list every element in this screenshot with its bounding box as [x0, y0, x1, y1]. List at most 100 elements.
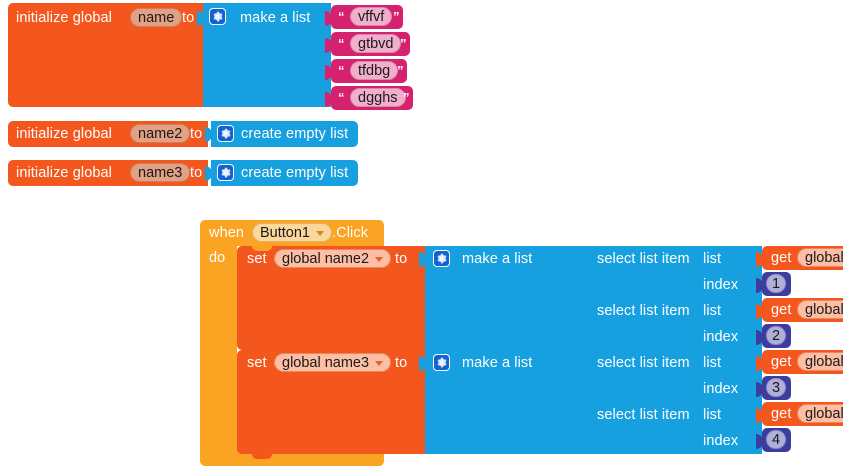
list-value-socket — [756, 252, 763, 267]
statement-set-global-name3[interactable]: set global name3 to make a list select l… — [237, 350, 843, 454]
make-a-list-label: make a list — [462, 355, 533, 371]
global-variable-name-field[interactable]: name2 — [130, 124, 191, 143]
block-initialize-global-name[interactable]: initialize global name to make a list “ … — [8, 3, 413, 110]
variable-get-block[interactable]: get global name — [762, 298, 843, 322]
math-number-block[interactable]: 1 — [762, 272, 791, 296]
list-value-socket — [756, 304, 763, 319]
index-socket-label: index — [703, 381, 739, 397]
select-list-item-label: select list item — [597, 407, 690, 423]
block-initialize-global-name2[interactable]: initialize global name2 to create empty … — [8, 121, 358, 147]
initialize-global-label: initialize global — [16, 126, 113, 142]
make-a-list-block[interactable] — [425, 350, 587, 454]
list-item-socket — [581, 304, 588, 319]
math-number-value: 2 — [772, 327, 781, 344]
chevron-down-icon[interactable] — [375, 257, 384, 262]
get-label: get — [771, 250, 792, 266]
do-label: do — [209, 250, 226, 266]
gear-icon[interactable] — [217, 164, 234, 181]
initialize-global-label: initialize global — [16, 10, 113, 26]
index-socket-label: index — [703, 277, 739, 293]
make-a-list-block[interactable] — [425, 246, 587, 350]
to-label: to — [182, 10, 195, 26]
statement-notch — [252, 246, 272, 251]
global-variable-name-field[interactable]: name — [130, 8, 183, 27]
close-quote: ” — [400, 36, 407, 51]
list-item-socket — [325, 38, 332, 53]
gear-icon[interactable] — [217, 125, 234, 142]
list-socket-label: list — [703, 303, 722, 319]
math-number-field[interactable]: 1 — [766, 274, 787, 293]
math-number-block[interactable]: 3 — [762, 376, 791, 400]
text-string-field[interactable]: gtbvd — [350, 34, 402, 53]
text-string-block[interactable]: “ tfdbg ” — [331, 59, 407, 83]
block-initialize-global-name3[interactable]: initialize global name3 to create empty … — [8, 160, 358, 186]
select-list-item-label: select list item — [597, 251, 690, 267]
select-list-item-body[interactable] — [587, 298, 762, 350]
set-variable-dropdown[interactable]: global name3 — [274, 353, 392, 372]
create-empty-list-block[interactable] — [211, 121, 358, 147]
get-variable-dropdown[interactable]: global name — [797, 248, 843, 267]
event-name-label: .Click — [332, 225, 369, 241]
select-list-item-body[interactable] — [587, 402, 762, 454]
math-number-field[interactable]: 4 — [766, 430, 787, 449]
select-list-item-label: select list item — [597, 355, 690, 371]
text-string-field[interactable]: tfdbg — [350, 61, 399, 80]
close-quote: ” — [393, 9, 400, 24]
chevron-down-icon[interactable] — [316, 231, 324, 236]
math-number-field[interactable]: 2 — [766, 326, 787, 345]
select-list-item-block[interactable]: select list item list index get global n… — [587, 402, 843, 454]
text-string-block[interactable]: “ dgghs ” — [331, 86, 413, 110]
index-socket-label: index — [703, 329, 739, 345]
select-list-item-block[interactable]: select list item list index get global n… — [587, 298, 843, 350]
value-socket — [205, 166, 212, 181]
set-label: set — [247, 355, 267, 371]
math-number-field[interactable]: 3 — [766, 378, 787, 397]
select-list-item-block[interactable]: select list item list index get global n… — [587, 246, 843, 298]
index-value-socket — [756, 278, 763, 293]
component-dropdown[interactable]: Button1 — [252, 223, 332, 242]
select-list-item-body[interactable] — [587, 246, 762, 298]
statement-set-global-name2[interactable]: set global name2 to make a list select l… — [237, 246, 843, 350]
get-variable-name: global name — [805, 405, 843, 422]
get-label: get — [771, 354, 792, 370]
math-number-block[interactable]: 4 — [762, 428, 791, 452]
get-variable-dropdown[interactable]: global name — [797, 404, 843, 423]
math-number-value: 3 — [772, 379, 781, 396]
select-list-item-body[interactable] — [587, 350, 762, 402]
text-string-block[interactable]: “ gtbvd ” — [331, 32, 410, 56]
text-string-block[interactable]: “ vffvf ” — [331, 5, 403, 29]
close-quote: ” — [397, 63, 404, 78]
when-label: when — [209, 225, 245, 241]
open-quote: “ — [338, 63, 345, 78]
variable-get-block[interactable]: get global name — [762, 246, 843, 270]
variable-get-block[interactable]: get global name — [762, 402, 843, 426]
chevron-down-icon[interactable] — [375, 361, 384, 366]
text-string-field[interactable]: dgghs — [350, 88, 406, 107]
to-label: to — [395, 251, 408, 267]
gear-icon[interactable] — [433, 250, 450, 267]
list-socket-label: list — [703, 355, 722, 371]
get-variable-name: global name — [805, 249, 843, 266]
select-list-item-block[interactable]: select list item list index get global n… — [587, 350, 843, 402]
open-quote: “ — [338, 90, 345, 105]
value-socket — [197, 11, 204, 26]
variable-get-block[interactable]: get global name — [762, 350, 843, 374]
index-socket-label: index — [703, 433, 739, 449]
index-value-socket — [756, 434, 763, 449]
list-value-socket — [756, 356, 763, 371]
block-when-button1-click[interactable]: when Button1 .Click do set global name2 … — [200, 220, 843, 467]
create-empty-list-block[interactable] — [211, 160, 358, 186]
get-variable-dropdown[interactable]: global name — [797, 300, 843, 319]
gear-icon[interactable] — [209, 8, 226, 25]
open-quote: “ — [338, 9, 345, 24]
text-string-value: gtbvd — [358, 35, 394, 52]
event-block-left-arm[interactable] — [200, 244, 237, 454]
math-number-block[interactable]: 2 — [762, 324, 791, 348]
global-variable-name-field[interactable]: name3 — [130, 163, 191, 182]
get-variable-dropdown[interactable]: global name — [797, 352, 843, 371]
gear-icon[interactable] — [433, 354, 450, 371]
create-empty-list-label: create empty list — [241, 126, 349, 142]
set-variable-dropdown[interactable]: global name2 — [274, 249, 392, 268]
list-item-socket — [325, 92, 332, 107]
text-string-field[interactable]: vffvf — [350, 7, 393, 26]
